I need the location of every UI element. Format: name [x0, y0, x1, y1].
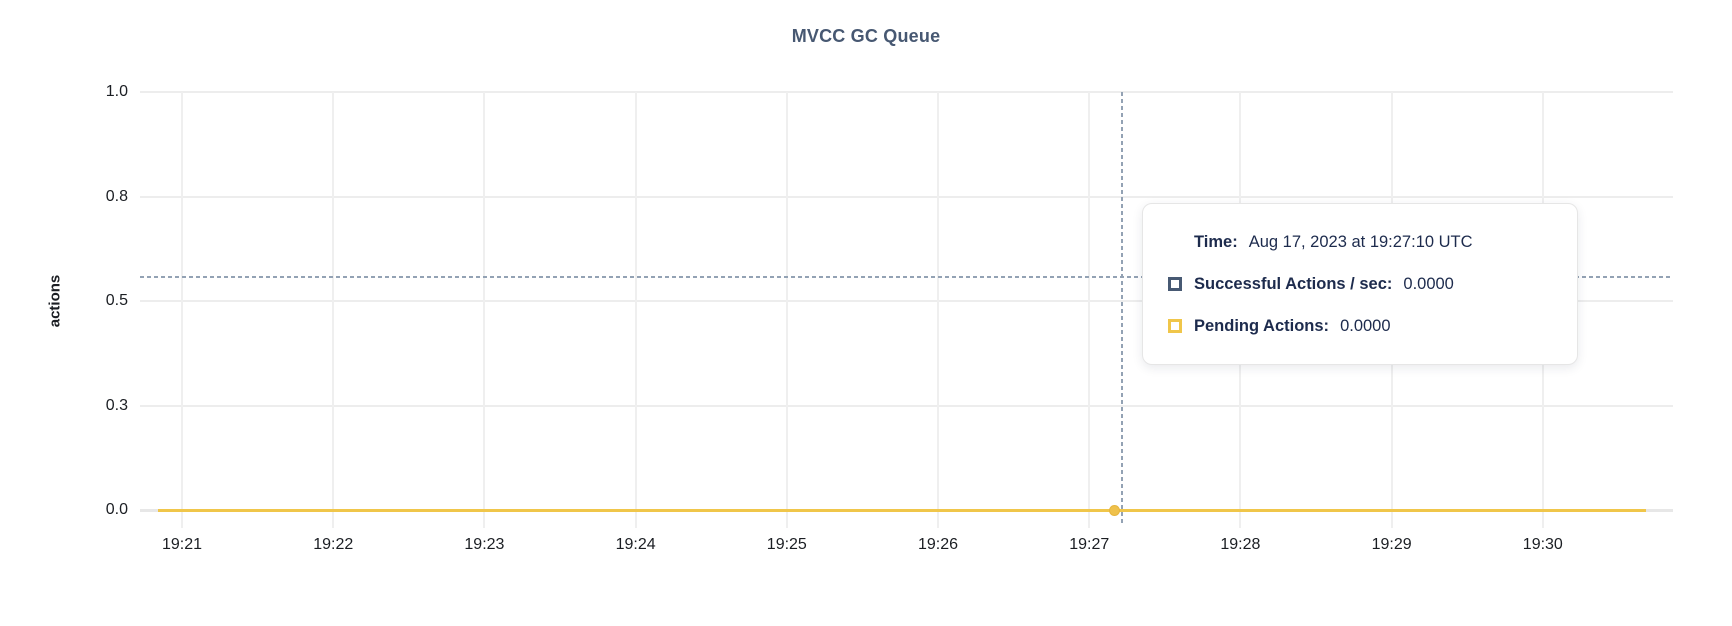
- x-gridline: [483, 92, 486, 528]
- tooltip-time-row: Time: Aug 17, 2023 at 19:27:10 UTC: [1194, 231, 1557, 253]
- y-gridline: [140, 91, 1673, 93]
- tooltip-series-row: Successful Actions / sec: 0.0000: [1168, 273, 1557, 295]
- tooltip-series-label: Successful Actions / sec:: [1194, 274, 1393, 293]
- x-tick-label: 19:29: [1371, 536, 1412, 553]
- x-gridline: [1088, 92, 1091, 528]
- tooltip-series-row: Pending Actions: 0.0000: [1168, 315, 1557, 337]
- y-tick-label: 0.3: [105, 396, 128, 414]
- y-tick-label: 0.5: [105, 292, 128, 309]
- x-gridline: [634, 92, 637, 528]
- x-tick-label: 19:30: [1522, 536, 1563, 553]
- pending-actions-legend-icon: [1168, 319, 1182, 333]
- y-gridline: [140, 300, 1673, 302]
- chart-title: MVCC GC Queue: [791, 26, 941, 46]
- x-tick-label: 19:27: [1069, 536, 1110, 553]
- hovered-data-point-dot: [1108, 504, 1120, 516]
- x-tick-label: 19:22: [313, 536, 354, 553]
- tooltip-series-label: Pending Actions:: [1194, 316, 1330, 335]
- hover-tooltip: Time: Aug 17, 2023 at 19:27:10 UTC Succe…: [1142, 203, 1578, 365]
- crosshair-vertical-line: [1121, 92, 1124, 525]
- x-tick-label: 19:25: [766, 536, 807, 553]
- x-gridline: [181, 92, 184, 528]
- y-tick-label: 1.0: [105, 83, 128, 100]
- y-tick-label: 0.8: [105, 187, 128, 205]
- tooltip-time-label: Time:: [1194, 232, 1238, 251]
- tooltip-time-value: Aug 17, 2023 at 19:27:10 UTC: [1248, 232, 1473, 251]
- series-line-pending-actions: [157, 508, 1646, 512]
- y-tick-label: 0.0: [105, 501, 128, 518]
- x-tick-label: 19:24: [615, 536, 656, 553]
- y-gridline: [140, 404, 1673, 407]
- y-gridline: [140, 195, 1673, 198]
- x-tick-label: 19:26: [917, 536, 959, 553]
- x-tick-label: 19:28: [1220, 536, 1261, 553]
- x-gridline: [332, 92, 335, 528]
- tooltip-series-value: 0.0000: [1340, 316, 1391, 335]
- tooltip-series-value: 0.0000: [1403, 274, 1454, 293]
- successful-actions-legend-icon: [1168, 277, 1182, 291]
- x-gridline: [937, 92, 940, 528]
- x-gridline: [785, 92, 788, 528]
- crosshair-horizontal-line: [140, 276, 1673, 279]
- x-tick-label: 19:23: [464, 536, 505, 553]
- x-tick-label: 19:21: [162, 536, 203, 553]
